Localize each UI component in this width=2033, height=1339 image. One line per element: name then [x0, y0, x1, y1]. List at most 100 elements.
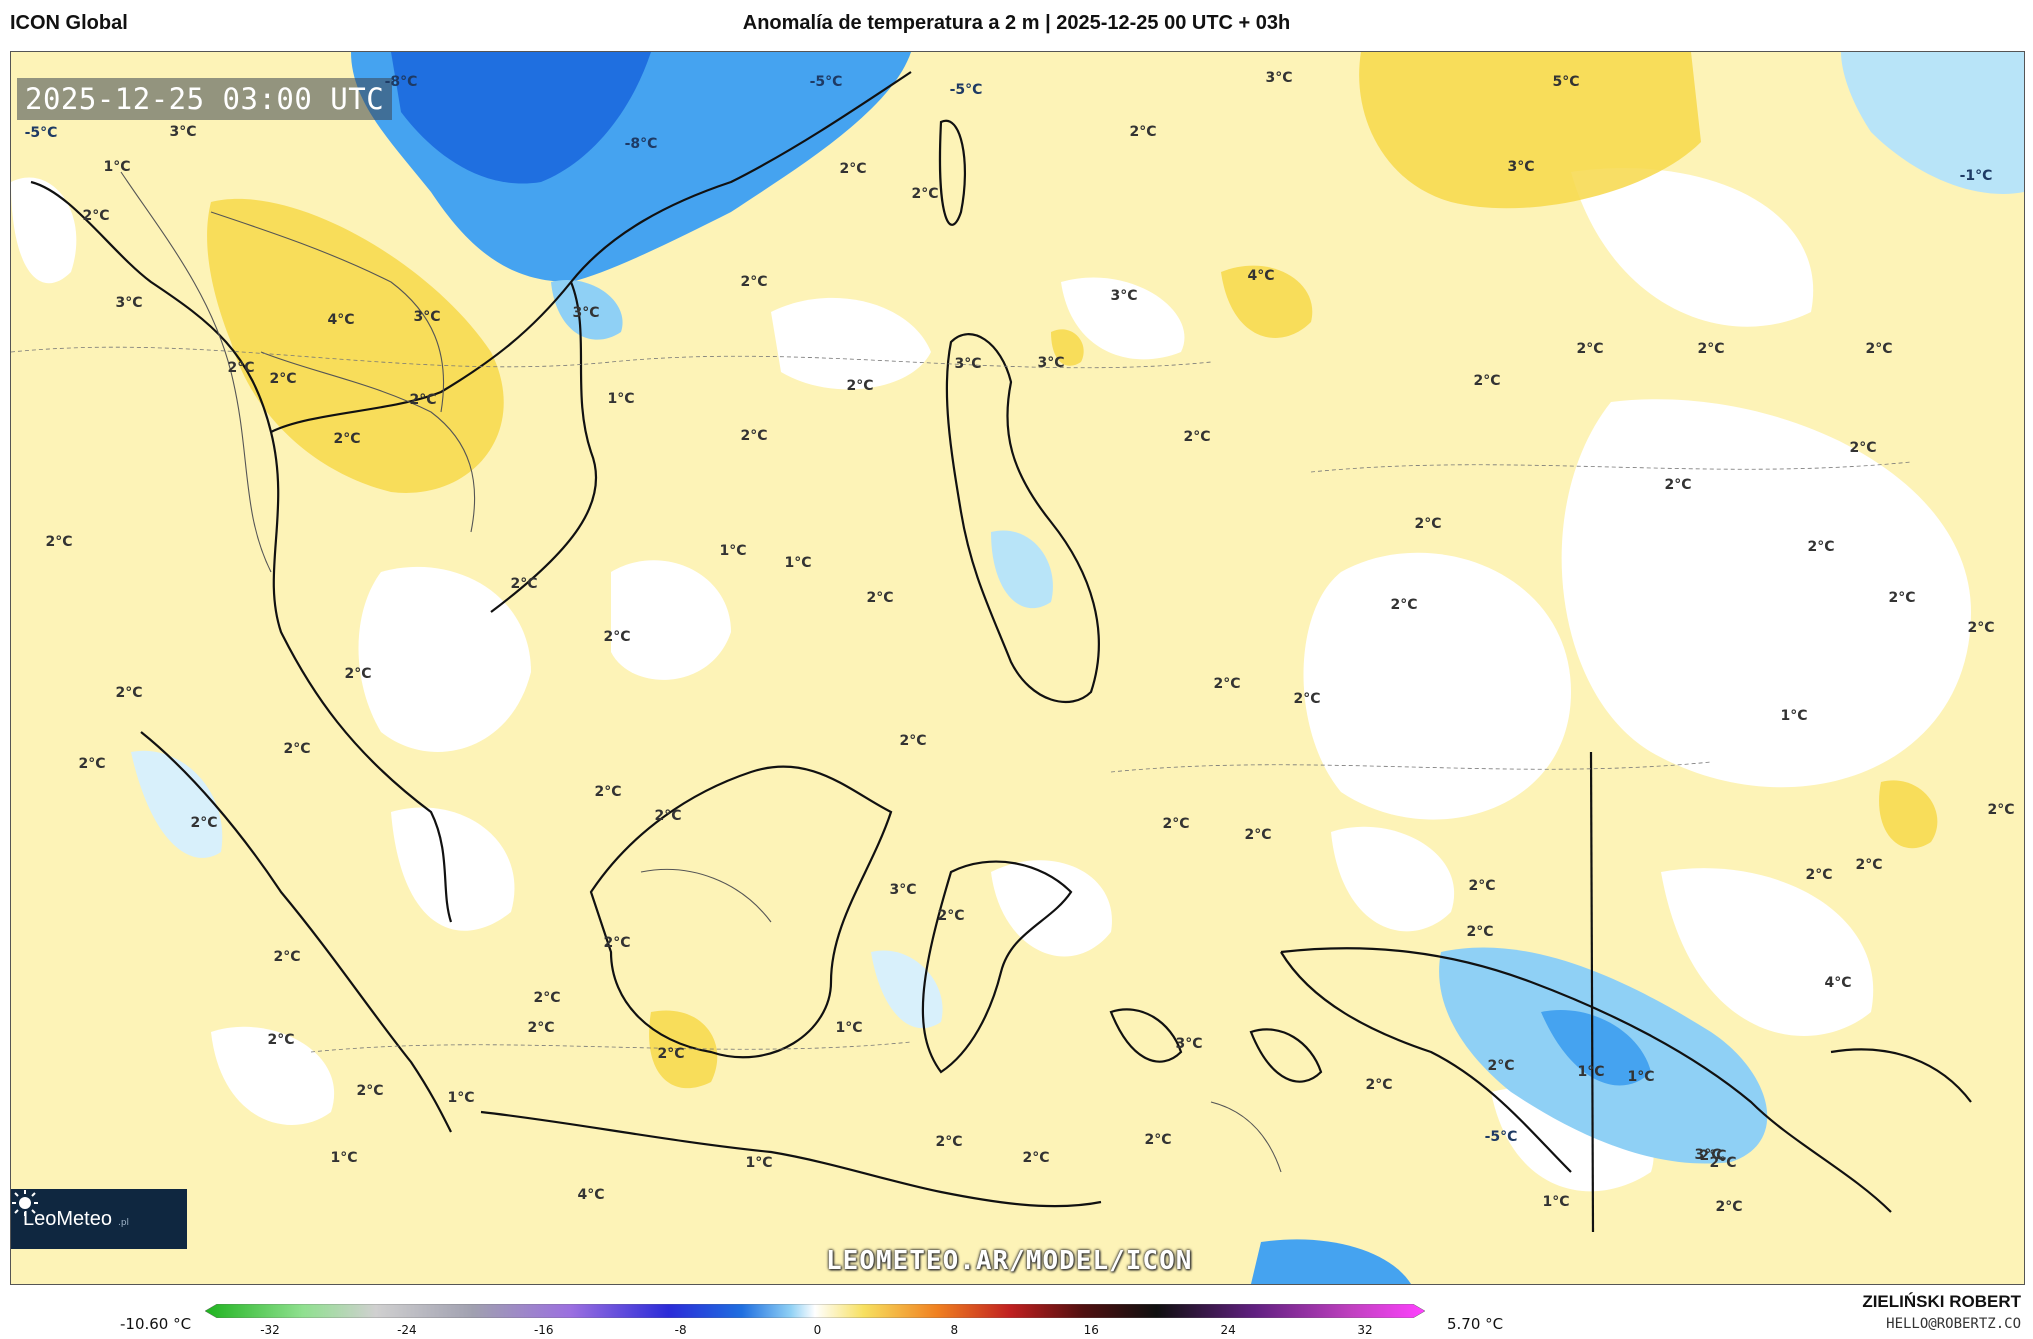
- contour-label: 4°C: [1247, 268, 1275, 284]
- contour-label: 2°C: [283, 741, 311, 757]
- author-name: ZIELIŃSKI ROBERT: [1862, 1292, 2021, 1311]
- contour-label: 1°C: [330, 1150, 358, 1166]
- contour-label: 2°C: [1022, 1150, 1050, 1166]
- contour-label: 2°C: [1390, 597, 1418, 613]
- contour-label: 2°C: [190, 815, 218, 831]
- colorbar-tick: 32: [1357, 1323, 1373, 1337]
- contour-label: 2°C: [594, 784, 622, 800]
- contour-label: 2°C: [935, 1134, 963, 1150]
- contour-label: 2°C: [344, 666, 372, 682]
- sun-icon: [12, 1190, 38, 1216]
- contour-label: -1°C: [1959, 168, 1993, 184]
- colorbar: -10.60 °C: [0, 1295, 2033, 1339]
- contour-label: 4°C: [327, 312, 355, 328]
- contour-label: 5°C: [1552, 74, 1580, 90]
- contour-label: 1°C: [1627, 1069, 1655, 1085]
- contour-label: 2°C: [1466, 924, 1494, 940]
- contour-label: 3°C: [1175, 1036, 1203, 1052]
- contour-label: 2°C: [1213, 676, 1241, 692]
- contour-label: 2°C: [82, 208, 110, 224]
- contour-label: -5°C: [1484, 1129, 1518, 1145]
- contour-label: 2°C: [356, 1083, 384, 1099]
- contour-label: 2°C: [1664, 477, 1692, 493]
- contour-label: 2°C: [1715, 1199, 1743, 1215]
- contour-label: 4°C: [577, 1187, 605, 1203]
- contour-label: 4°C: [1824, 975, 1852, 991]
- contour-label: 2°C: [1129, 124, 1157, 140]
- contour-label: -5°C: [24, 125, 58, 141]
- contour-label: 2°C: [899, 733, 927, 749]
- colorbar-tick: 0: [813, 1323, 822, 1337]
- contour-label: 1°C: [784, 555, 812, 571]
- contour-label: 2°C: [740, 274, 768, 290]
- contour-label: 2°C: [1183, 429, 1211, 445]
- leometeo-logo[interactable]: LeoMeteo .pl: [11, 1189, 187, 1249]
- isolines: [11, 346, 1912, 1053]
- contour-label: 3°C: [1265, 70, 1293, 86]
- colorbar-tick: -24: [397, 1323, 417, 1337]
- colorbar-min-label: -10.60 °C: [120, 1315, 192, 1333]
- colorbar-tick: -8: [674, 1323, 687, 1337]
- neutral-zones: [11, 168, 1971, 1192]
- cold-zones: [131, 52, 2024, 1284]
- contour-label: -8°C: [384, 74, 418, 90]
- contour-label: 3°C: [572, 305, 600, 321]
- colorbar-gradient: [205, 1304, 1425, 1318]
- contour-label: 2°C: [911, 186, 939, 202]
- contour-label: 2°C: [510, 576, 538, 592]
- contour-label: 2°C: [533, 990, 561, 1006]
- coastlines: [30, 71, 1972, 1233]
- contour-label: 1°C: [1542, 1194, 1570, 1210]
- contour-label: 2°C: [1888, 590, 1916, 606]
- contour-label: -5°C: [949, 82, 983, 98]
- model-name: ICON Global: [10, 12, 128, 34]
- contour-label: 1°C: [1780, 708, 1808, 724]
- contour-label: 2°C: [78, 756, 106, 772]
- contour-label: 3°C: [169, 124, 197, 140]
- contour-label: 2°C: [1807, 539, 1835, 555]
- author-email[interactable]: HELLO@ROBERTZ.CO: [1886, 1316, 2021, 1332]
- contour-label: 1°C: [1577, 1064, 1605, 1080]
- contour-label: 2°C: [527, 1020, 555, 1036]
- logo-suffix: .pl: [117, 1218, 130, 1228]
- contour-label: 3°C: [889, 882, 917, 898]
- contour-label: 2°C: [1414, 516, 1442, 532]
- contour-label: 2°C: [333, 431, 361, 447]
- contour-label: 1°C: [719, 543, 747, 559]
- contour-label: -5°C: [809, 74, 843, 90]
- contour-label: 2°C: [1865, 341, 1893, 357]
- contour-label: 3°C: [115, 295, 143, 311]
- colorbar-tick: 8: [950, 1323, 959, 1337]
- contour-label: 2°C: [866, 590, 894, 606]
- contour-label: 3°C: [1694, 1147, 1722, 1163]
- contour-label: 2°C: [1849, 440, 1877, 456]
- contour-label: 2°C: [273, 949, 301, 965]
- contour-label: 1°C: [835, 1020, 863, 1036]
- contour-label: 2°C: [1967, 620, 1995, 636]
- contour-label: 1°C: [745, 1155, 773, 1171]
- map-title: Anomalía de temperatura a 2 m | 2025-12-…: [742, 12, 1291, 34]
- warm-zones: [207, 52, 1938, 1089]
- contour-label: 2°C: [1487, 1058, 1515, 1074]
- watermark-url[interactable]: LEOMETEO.AR/MODEL/ICON: [826, 1246, 1193, 1276]
- contour-label: 2°C: [1244, 827, 1272, 843]
- contour-label: 2°C: [1855, 857, 1883, 873]
- logo-name: LeoMeteo: [23, 1207, 112, 1230]
- contour-label: 2°C: [937, 908, 965, 924]
- contour-label: 2°C: [227, 360, 255, 376]
- contour-label: 3°C: [1110, 288, 1138, 304]
- anomaly-map[interactable]: 2025-12-25 03:00 UTC LEOMETEO.AR/MODEL/I…: [10, 51, 2025, 1285]
- contour-label: 2°C: [740, 428, 768, 444]
- map-layers: [11, 52, 2024, 1284]
- contour-label: 2°C: [1709, 1155, 1737, 1171]
- contour-label: 2°C: [1576, 341, 1604, 357]
- contour-label: 2°C: [1699, 1148, 1727, 1164]
- contour-label: 2°C: [1987, 802, 2015, 818]
- contour-label: 2°C: [1697, 341, 1725, 357]
- borders: [120, 171, 1282, 1173]
- contour-label: 2°C: [269, 371, 297, 387]
- contour-label: 3°C: [954, 356, 982, 372]
- contour-label: 2°C: [1365, 1077, 1393, 1093]
- contour-label: 2°C: [115, 685, 143, 701]
- contour-label: 2°C: [1293, 691, 1321, 707]
